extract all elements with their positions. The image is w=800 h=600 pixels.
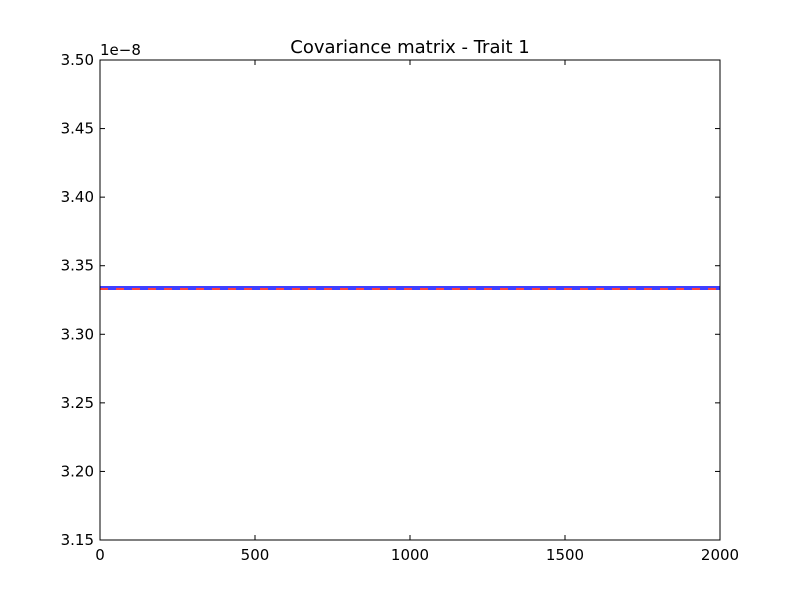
x-tick-label: 1000 [391, 546, 429, 564]
y-tick-label: 3.45 [61, 120, 94, 138]
ticks-layer: 0 500 1000 1500 2000 3.15 3.20 3.25 3.30 3.35 3.40… [61, 51, 740, 564]
chart-title: Covariance matrix - Trait 1 [290, 37, 529, 58]
y-tick-label: 3.20 [61, 462, 94, 480]
y-tick-label: 3.15 [61, 531, 94, 549]
y-tick-label: 3.30 [61, 325, 94, 343]
x-tick-label: 1500 [546, 546, 584, 564]
series-layer [100, 286, 720, 290]
plot-frame [99, 59, 721, 541]
x-tick-label: 500 [241, 546, 270, 564]
y-tick-label: 3.40 [61, 188, 94, 206]
y-tick-label: 3.25 [61, 394, 94, 412]
y-tick-label: 3.35 [61, 257, 94, 275]
y-offset-label: 1e−8 [100, 41, 141, 59]
x-tick-label: 0 [95, 546, 105, 564]
x-tick-label: 2000 [701, 546, 739, 564]
y-tick-label: 3.50 [61, 51, 94, 69]
